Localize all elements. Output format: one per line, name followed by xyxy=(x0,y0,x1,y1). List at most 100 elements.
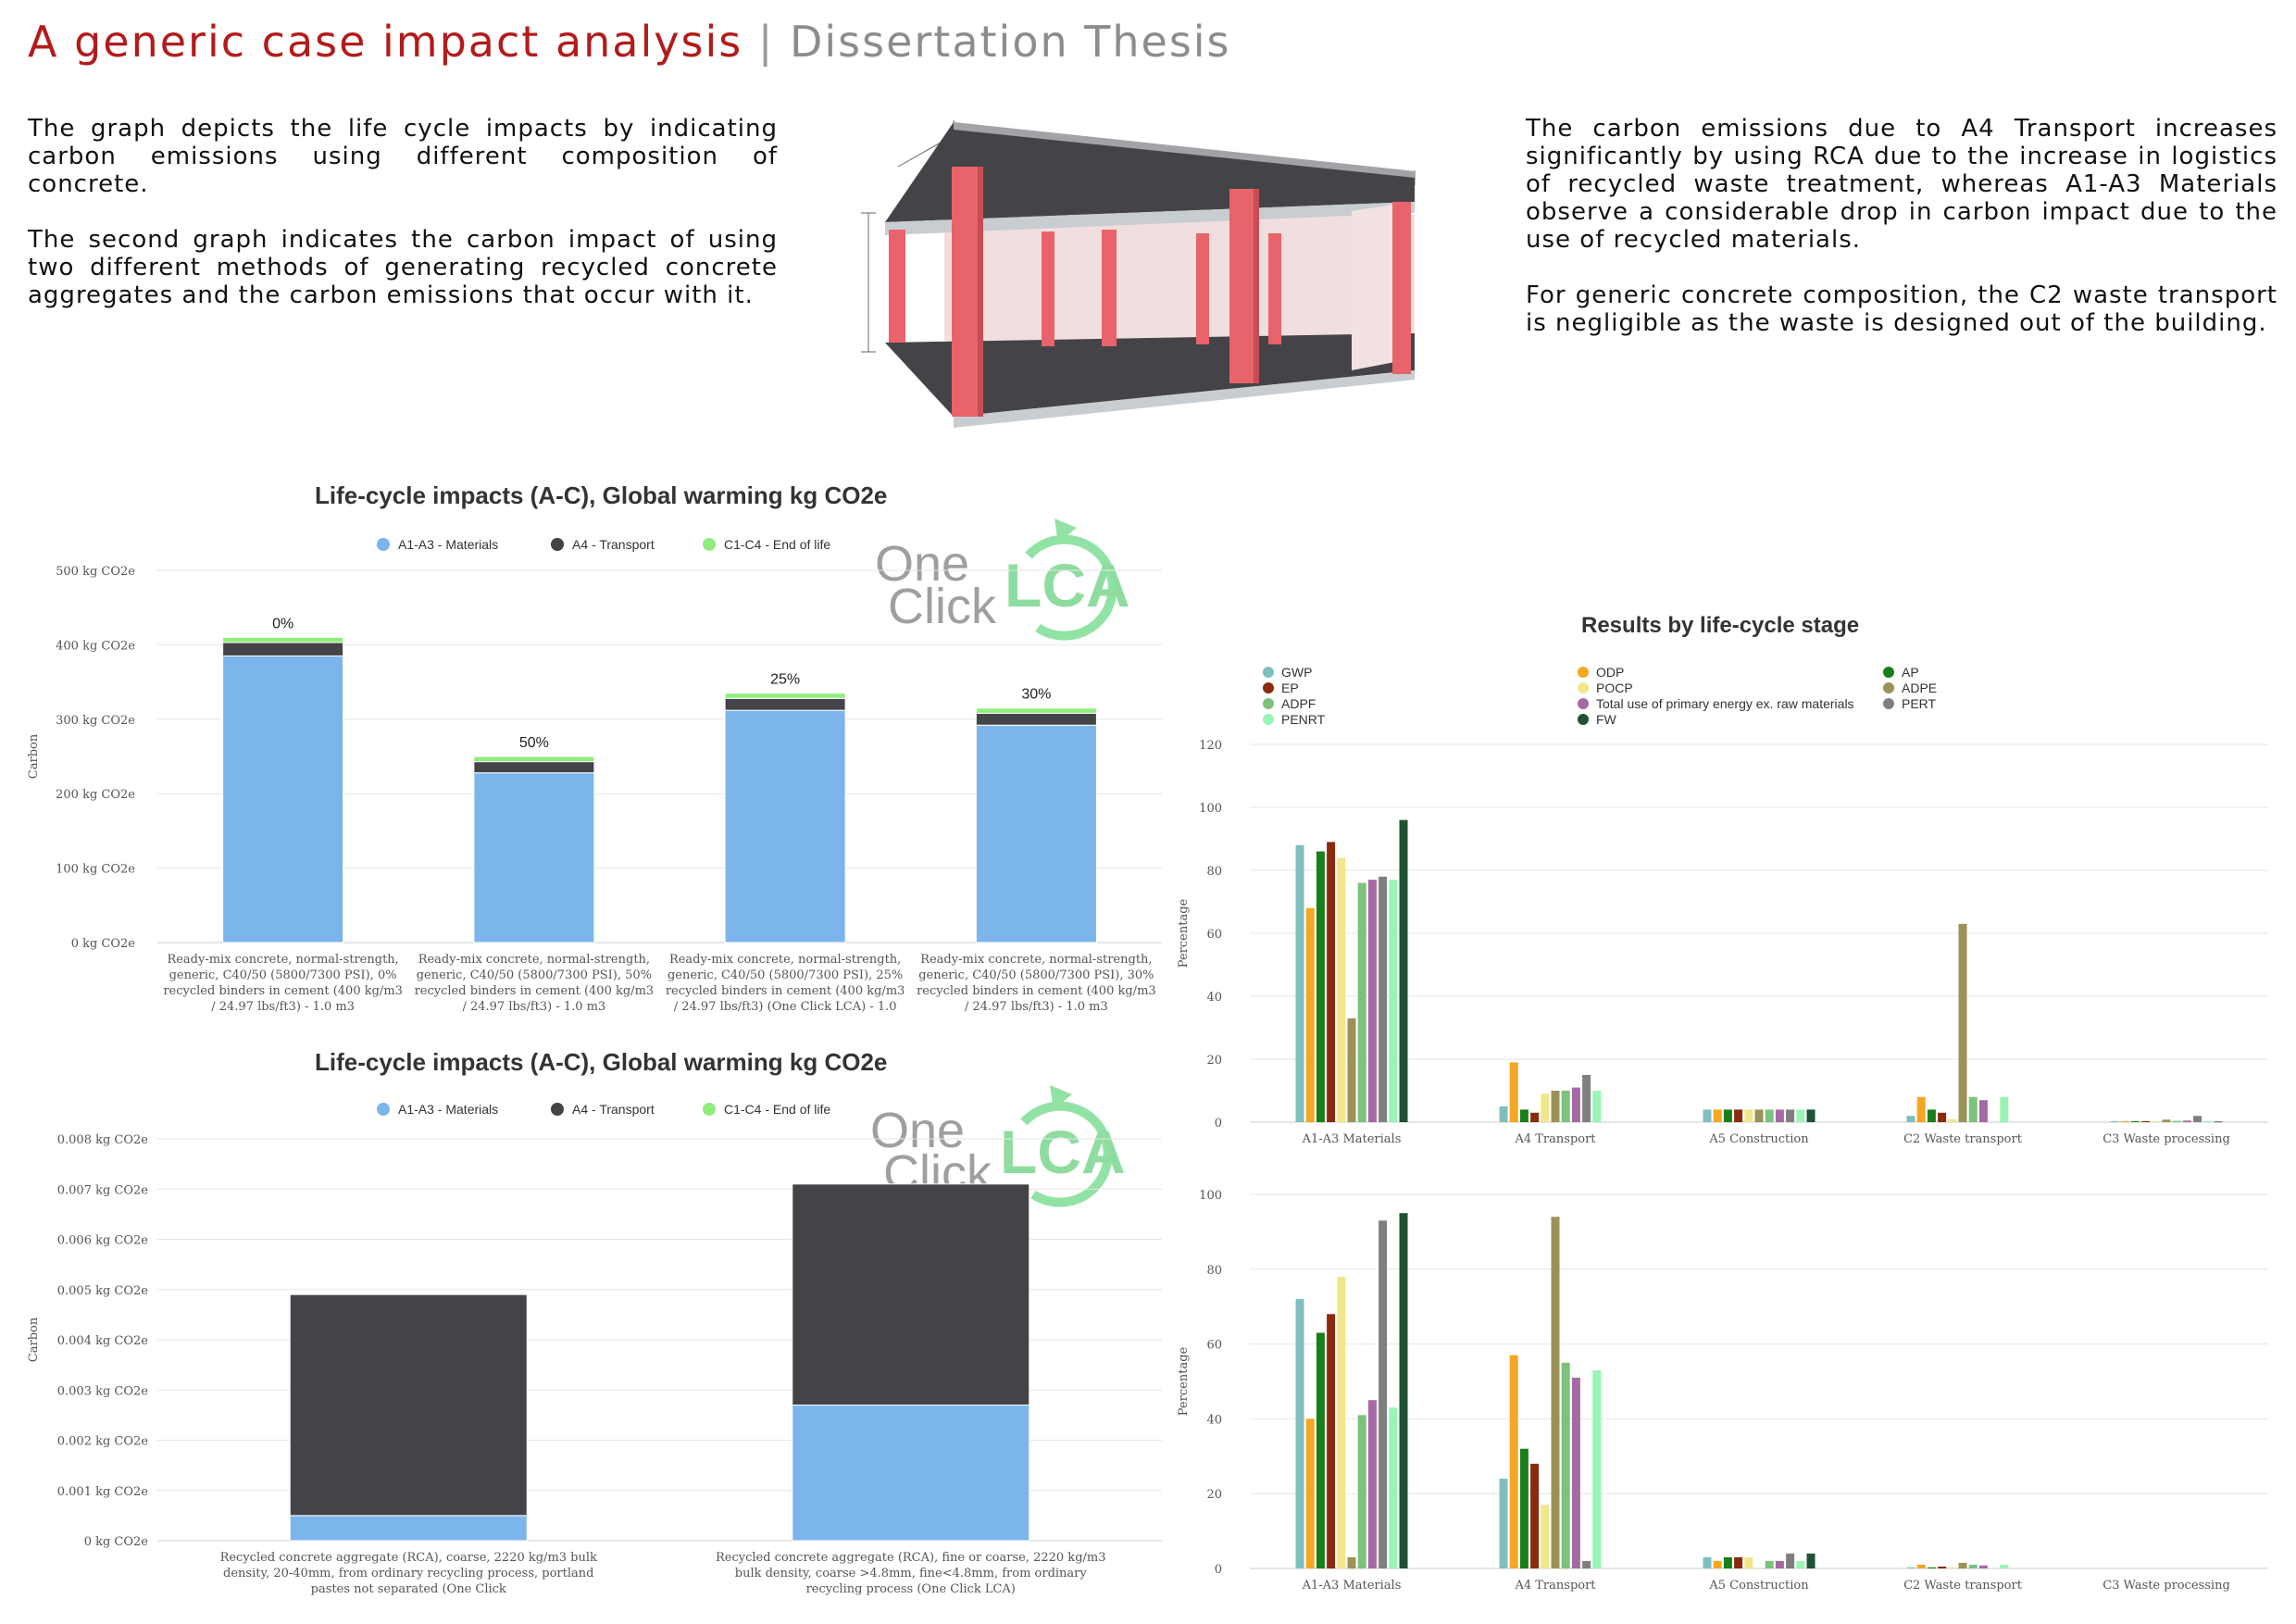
intro-paragraph-2: The second graph indicates the carbon im… xyxy=(28,226,778,309)
y-axis-label-1: Carbon xyxy=(27,1317,41,1362)
bar-2-2-7 xyxy=(1775,1109,1784,1122)
category-label-3-2: A5 Construction xyxy=(1708,1579,1809,1593)
bar-2-0-1 xyxy=(1305,907,1315,1122)
legend-label-2-10: FW xyxy=(1596,712,1617,727)
one-click-lca-logo-2: One Click LCA xyxy=(870,1085,1129,1215)
bar-3-1-3 xyxy=(1530,1463,1540,1568)
bar-2-0-3 xyxy=(1327,842,1336,1122)
bar-2-1-3 xyxy=(1530,1112,1540,1122)
category-label-3-4: C3 Waste processing xyxy=(2103,1579,2230,1593)
bar-1-0-1 xyxy=(289,1293,528,1517)
logo-recycle-arrow-icon xyxy=(1020,1085,1113,1207)
bar-2-0-7 xyxy=(1367,880,1377,1122)
bar-2-1-1 xyxy=(1509,1062,1518,1122)
bar-2-4-3 xyxy=(2141,1120,2151,1122)
legend-marker-2-3 xyxy=(1263,682,1274,693)
bar-3-0-10 xyxy=(1399,1213,1408,1568)
bar-2-4-6 xyxy=(2172,1120,2181,1122)
y-tick-3-2: 40 xyxy=(1206,1413,1222,1427)
legend-label-0-2: C1-C4 - End of life xyxy=(724,537,830,552)
bar-2-3-1 xyxy=(1916,1096,1926,1122)
bar-2-0-2 xyxy=(1316,851,1325,1122)
legend-label-2-2: AP xyxy=(1902,665,1919,680)
bar-3-2-2 xyxy=(1723,1556,1732,1568)
category-label-0-1-1: generic, C40/50 (5800/7300 PSI), 50% xyxy=(417,968,652,982)
legend-label-2-5: ADPE xyxy=(1902,681,1937,695)
bar-0-2-2 xyxy=(724,693,846,699)
bar-0-3-2 xyxy=(975,707,1097,714)
y-tick-3-4: 80 xyxy=(1206,1264,1222,1278)
legend-label-1-0: A1-A3 - Materials xyxy=(398,1102,498,1117)
category-label-3-0: A1-A3 Materials xyxy=(1302,1579,1402,1593)
bar-0-0-1 xyxy=(222,642,344,656)
y-tick-1-6: 0.006 kg CO2e xyxy=(57,1234,149,1248)
y-tick-1-0: 0 kg CO2e xyxy=(84,1535,149,1549)
bar-2-4-2 xyxy=(2130,1120,2140,1122)
category-label-0-3-1: generic, C40/50 (5800/7300 PSI), 30% xyxy=(918,968,1154,982)
category-label-0-3-0: Ready-mix concrete, normal-strength, xyxy=(920,953,1152,967)
y-axis-label-0: Carbon xyxy=(27,733,41,779)
bar-2-3-2 xyxy=(1927,1109,1936,1122)
y-axis-label-3: Percentage xyxy=(1177,1346,1191,1416)
legend-label-2-7: Total use of primary energy ex. raw mate… xyxy=(1596,696,1854,711)
category-label-2-2: A5 Construction xyxy=(1708,1132,1809,1146)
category-label-0-3-3: / 24.97 lbs/ft3) - 1.0 m3 xyxy=(965,1000,1108,1014)
bar-2-1-9 xyxy=(1592,1091,1602,1122)
category-label-2-0: A1-A3 Materials xyxy=(1302,1132,1402,1146)
legend-label-2-8: PERT xyxy=(1902,696,1937,711)
bar-2-0-8 xyxy=(1379,876,1388,1122)
category-label-0-1-0: Ready-mix concrete, normal-strength, xyxy=(418,953,650,967)
bar-3-3-7 xyxy=(1978,1565,1988,1568)
bar-3-3-1 xyxy=(1916,1564,1926,1568)
bar-2-0-6 xyxy=(1357,882,1366,1122)
legend-label-0-0: A1-A3 - Materials xyxy=(398,537,498,552)
y-tick-0-1: 100 kg CO2e xyxy=(56,863,135,877)
y-tick-2-2: 40 xyxy=(1206,991,1222,1005)
bar-2-4-7 xyxy=(2182,1120,2191,1122)
bar-2-4-4 xyxy=(2152,1120,2161,1122)
category-label-0-1-2: recycled binders in cement (400 kg/m3 xyxy=(415,984,655,998)
bar-2-2-9 xyxy=(1796,1109,1805,1122)
bar-2-2-5 xyxy=(1754,1109,1764,1122)
bar-3-2-3 xyxy=(1734,1556,1743,1568)
category-label-0-2-3: / 24.97 lbs/ft3) (One Click LCA) - 1.0 xyxy=(674,1000,897,1014)
bar-2-1-2 xyxy=(1519,1109,1529,1122)
legend-label-1-2: C1-C4 - End of life xyxy=(724,1102,830,1117)
bar-2-4-9 xyxy=(2203,1120,2213,1122)
bar-2-4-0 xyxy=(2110,1120,2119,1122)
chart3-title: Results by life-cycle stage xyxy=(1581,613,1860,638)
logo-one-text: One xyxy=(875,536,970,592)
y-tick-3-3: 60 xyxy=(1206,1339,1222,1353)
bar-2-3-6 xyxy=(1968,1096,1978,1122)
chart2-title: Life-cycle impacts (A-C), Global warming… xyxy=(315,1048,888,1076)
legend-label-2-6: ADPF xyxy=(1281,696,1316,711)
legend-marker-2-9 xyxy=(1263,714,1274,725)
bar-3-2-6 xyxy=(1765,1560,1774,1568)
bar-3-2-0 xyxy=(1703,1556,1712,1568)
bar-3-0-7 xyxy=(1367,1400,1377,1568)
legend-marker-1-2 xyxy=(703,1103,716,1116)
legend-marker-0-1 xyxy=(551,538,564,551)
y-tick-3-5: 100 xyxy=(1199,1189,1222,1203)
bar-1-1-0 xyxy=(792,1405,1030,1542)
bar-2-3-4 xyxy=(1948,1118,1957,1122)
bar-3-1-4 xyxy=(1541,1505,1550,1568)
y-tick-0-4: 400 kg CO2e xyxy=(56,639,135,653)
bar-2-2-8 xyxy=(1786,1109,1795,1122)
bar-2-3-0 xyxy=(1906,1116,1915,1122)
category-label-2-3: C2 Waste transport xyxy=(1903,1132,2023,1146)
bar-3-0-2 xyxy=(1316,1332,1325,1568)
y-tick-1-2: 0.002 kg CO2e xyxy=(57,1435,149,1449)
category-label-3-3: C2 Waste transport xyxy=(1903,1579,2023,1593)
bar-2-1-5 xyxy=(1551,1091,1560,1122)
legend-label-1-1: A4 - Transport xyxy=(572,1102,655,1117)
page-title: A generic case impact analysis | Dissert… xyxy=(28,17,1231,67)
bar-2-0-5 xyxy=(1347,1018,1356,1122)
intro-paragraph-1: The graph depicts the life cycle impacts… xyxy=(28,115,778,198)
bar-2-2-0 xyxy=(1703,1109,1712,1122)
category-label-0-1-3: / 24.97 lbs/ft3) - 1.0 m3 xyxy=(462,1000,605,1014)
y-tick-2-1: 20 xyxy=(1206,1054,1222,1068)
category-label-0-0-3: / 24.97 lbs/ft3) - 1.0 m3 xyxy=(211,1000,355,1014)
bar-3-1-6 xyxy=(1561,1362,1570,1568)
